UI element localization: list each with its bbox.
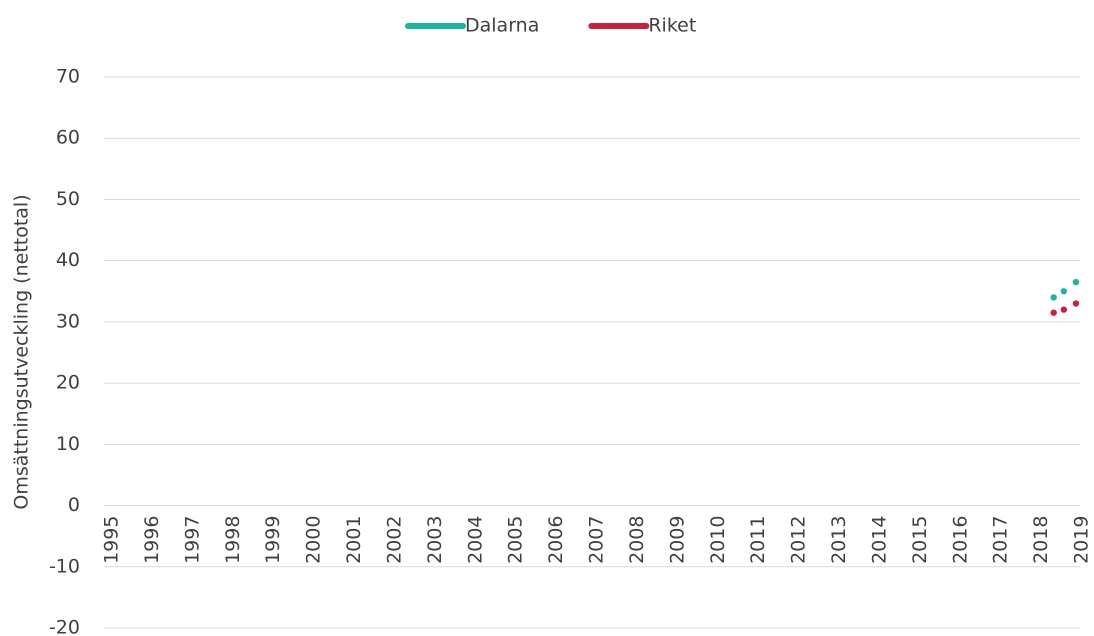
x-tick-label: 1999 xyxy=(262,516,284,564)
y-tick-label: 60 xyxy=(56,127,80,149)
x-tick-label: 2019 xyxy=(1071,516,1093,564)
y-tick-label: 70 xyxy=(56,66,80,88)
x-tick-label: 1995 xyxy=(101,516,123,564)
forecast-point xyxy=(1050,309,1057,316)
legend-label: Riket xyxy=(648,15,696,37)
forecast-point xyxy=(1060,288,1068,295)
x-tick-label: 1997 xyxy=(181,516,203,564)
y-axis-label: Omsättningsutveckling (nettotal) xyxy=(11,194,33,509)
x-tick-label: 2002 xyxy=(383,516,405,564)
x-tick-label: 2010 xyxy=(707,516,729,564)
x-tick-label: 2016 xyxy=(949,516,971,564)
forecast-point xyxy=(1072,278,1080,286)
x-tick-label: 1998 xyxy=(222,516,244,564)
forecast-point xyxy=(1050,294,1057,301)
y-tick-label: 20 xyxy=(56,372,80,394)
x-tick-label: 2000 xyxy=(303,516,325,564)
y-tick-label: 10 xyxy=(56,433,80,455)
forecast-point xyxy=(1060,306,1068,313)
x-tick-label: 2003 xyxy=(424,516,446,564)
x-tick-label: 2015 xyxy=(909,516,931,564)
y-tick-label: -20 xyxy=(49,617,80,636)
x-tick-label: 2014 xyxy=(868,516,890,564)
y-tick-label: 40 xyxy=(56,249,80,271)
x-tick-label: 2008 xyxy=(626,516,648,564)
x-tick-label: 2007 xyxy=(586,516,608,564)
x-tick-label: 2009 xyxy=(666,516,688,564)
x-tick-label: 2006 xyxy=(545,516,567,564)
x-tick-label: 2004 xyxy=(464,516,486,564)
x-tick-label: 1996 xyxy=(141,516,163,564)
x-tick-label: 2011 xyxy=(747,516,769,564)
x-tick-label: 2001 xyxy=(343,516,365,564)
y-tick-label: 50 xyxy=(56,188,80,210)
x-tick-label: 2017 xyxy=(990,516,1012,564)
y-tick-label: -10 xyxy=(49,555,80,577)
forecast-point xyxy=(1072,300,1080,307)
x-tick-label: 2018 xyxy=(1030,516,1052,564)
y-tick-label: 0 xyxy=(68,494,80,516)
x-tick-label: 2012 xyxy=(788,516,810,564)
y-tick-label: 30 xyxy=(56,310,80,332)
x-tick-label: 2013 xyxy=(828,516,850,564)
legend-label: Dalarna xyxy=(465,15,539,37)
x-tick-label: 2005 xyxy=(505,516,527,564)
